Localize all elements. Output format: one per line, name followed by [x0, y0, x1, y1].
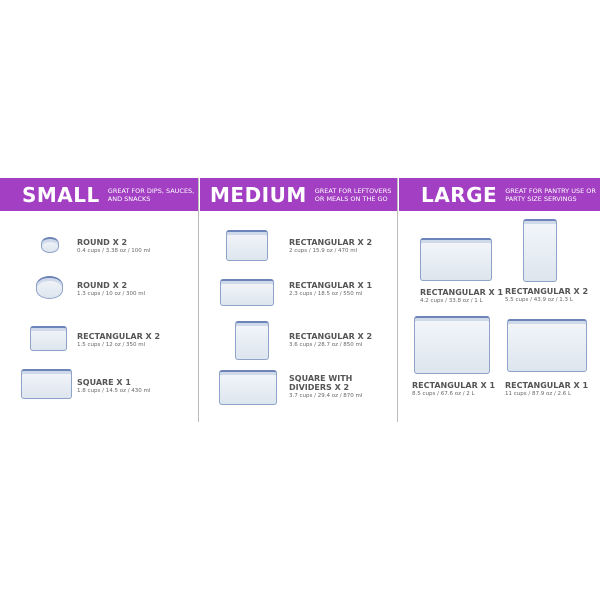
- container-image: [523, 219, 557, 282]
- product-name: RECTANGULAR X 2: [505, 287, 589, 296]
- product-spec: 4.2 cups / 33.8 oz / 1 L: [420, 298, 483, 304]
- container-image: [30, 326, 67, 351]
- product-spec: 11 cups / 87.9 oz / 2.6 L: [505, 391, 572, 397]
- product-item: RECTANGULAR X 1 2.3 cups / 18.5 oz / 550 …: [289, 281, 372, 298]
- product-name: SQUARE X 1: [77, 378, 131, 387]
- container-image: [414, 316, 490, 374]
- product-name: RECTANGULAR X 1: [412, 381, 496, 390]
- product-spec: 8.5 cups / 67.6 oz / 2 L: [412, 391, 475, 397]
- section-title: LARGE: [421, 182, 498, 207]
- product-spec: 1.8 cups / 14.5 oz / 430 ml: [77, 388, 151, 394]
- container-image: [507, 319, 587, 372]
- product-spec: 1.3 cups / 10 oz / 300 ml: [77, 291, 146, 297]
- product-item: ROUND X 2 0.4 cups / 3.38 oz / 100 ml: [77, 238, 150, 255]
- product-spec: 2.3 cups / 18.5 oz / 550 ml: [289, 291, 363, 297]
- header-medium: MEDIUM GREAT FOR LEFTOVERS OR MEALS ON T…: [200, 178, 397, 211]
- product-spec: 5.5 cups / 43.9 oz / 1.3 L: [505, 297, 573, 303]
- section-title: MEDIUM: [210, 182, 307, 207]
- section-title: SMALL: [22, 182, 100, 207]
- section-subtitle: GREAT FOR PANTRY USE OR PARTY SIZE SERVI…: [505, 186, 596, 203]
- product-item: SQUARE WITH DIVIDERS X 2 3.7 cups / 29.4 …: [289, 374, 379, 400]
- product-item: RECTANGULAR X 1 8.5 cups / 67.6 oz / 2 L: [412, 381, 495, 398]
- container-image: [41, 237, 59, 253]
- product-name: RECTANGULAR X 2: [289, 238, 373, 247]
- product-item: ROUND X 2 1.3 cups / 10 oz / 300 ml: [77, 281, 145, 298]
- product-name: RECTANGULAR X 1: [420, 288, 504, 297]
- product-spec: 2 cups / 15.9 oz / 470 ml: [289, 248, 358, 254]
- container-image: [36, 276, 63, 299]
- product-item: RECTANGULAR X 1 4.2 cups / 33.8 oz / 1 L: [420, 288, 503, 305]
- header-large: LARGE GREAT FOR PANTRY USE OR PARTY SIZE…: [399, 178, 600, 211]
- header-small: SMALL GREAT FOR DIPS, SAUCES, AND SNACKS: [0, 178, 198, 211]
- column-divider: [397, 178, 398, 422]
- product-name: RECTANGULAR X 2: [289, 332, 373, 341]
- product-item: SQUARE X 1 1.8 cups / 14.5 oz / 430 ml: [77, 378, 150, 395]
- product-spec: 3.7 cups / 29.4 oz / 870 ml: [289, 393, 363, 399]
- product-spec: 0.4 cups / 3.38 oz / 100 ml: [77, 248, 151, 254]
- product-name: SQUARE WITH DIVIDERS X 2: [289, 374, 353, 392]
- container-image: [235, 321, 269, 360]
- container-image: [420, 238, 492, 281]
- container-image: [21, 369, 72, 399]
- product-spec: 1.5 cups / 12 oz / 350 ml: [77, 342, 146, 348]
- product-item: RECTANGULAR X 2 3.6 cups / 28.7 oz / 850 …: [289, 332, 372, 349]
- product-name: ROUND X 2: [77, 238, 128, 247]
- product-item: RECTANGULAR X 2 5.5 cups / 43.9 oz / 1.3 …: [505, 287, 588, 304]
- section-subtitle: GREAT FOR LEFTOVERS OR MEALS ON THE GO: [314, 186, 392, 203]
- product-item: RECTANGULAR X 2 1.5 cups / 12 oz / 350 ml: [77, 332, 160, 349]
- container-image: [219, 370, 277, 405]
- container-image: [220, 279, 274, 306]
- column-divider: [198, 178, 199, 422]
- product-name: ROUND X 2: [77, 281, 128, 290]
- product-name: RECTANGULAR X 2: [77, 332, 161, 341]
- product-item: RECTANGULAR X 1 11 cups / 87.9 oz / 2.6 L: [505, 381, 588, 398]
- product-spec: 3.6 cups / 28.7 oz / 850 ml: [289, 342, 363, 348]
- container-image: [226, 230, 268, 261]
- product-name: RECTANGULAR X 1: [505, 381, 589, 390]
- section-subtitle: GREAT FOR DIPS, SAUCES, AND SNACKS: [107, 186, 195, 203]
- product-name: RECTANGULAR X 1: [289, 281, 373, 290]
